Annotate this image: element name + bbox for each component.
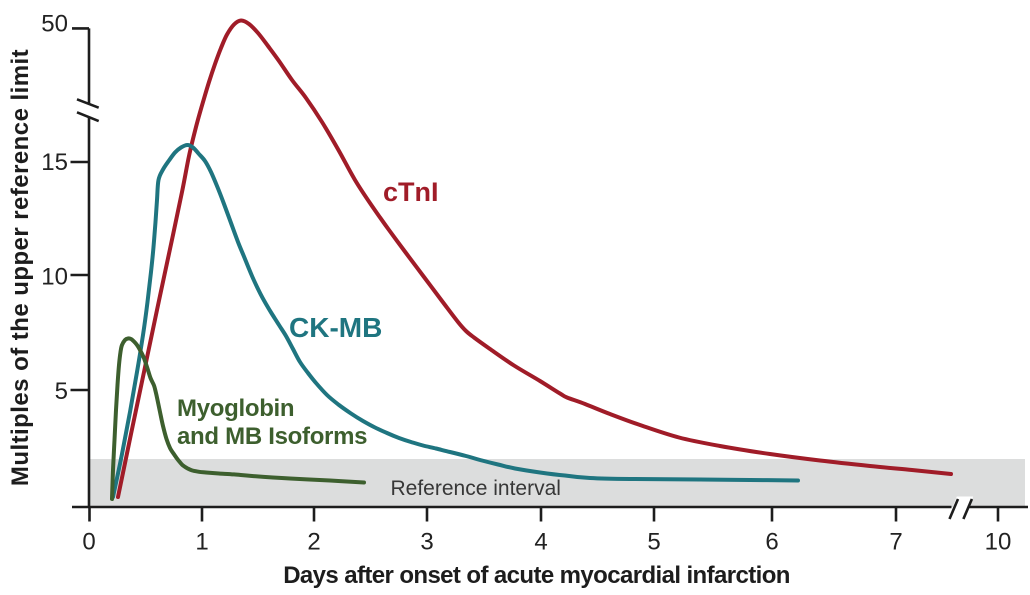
svg-text:Myoglobin: Myoglobin	[177, 395, 294, 422]
svg-text:5: 5	[55, 378, 68, 405]
svg-text:cTnI: cTnI	[383, 177, 439, 207]
svg-text:and MB Isoforms: and MB Isoforms	[177, 423, 367, 450]
svg-text:Days after onset of acute myoc: Days after onset of acute myocardial inf…	[283, 562, 790, 589]
svg-text:Multiples of the upper referen: Multiples of the upper reference limit	[7, 49, 34, 486]
svg-text:10: 10	[985, 529, 1012, 556]
svg-text:4: 4	[534, 529, 547, 556]
svg-text:5: 5	[647, 529, 660, 556]
svg-text:15: 15	[41, 149, 68, 176]
svg-text:6: 6	[765, 529, 778, 556]
svg-text:10: 10	[41, 264, 68, 291]
svg-text:7: 7	[889, 529, 902, 556]
svg-text:1: 1	[195, 529, 208, 556]
svg-text:3: 3	[420, 529, 433, 556]
svg-text:0: 0	[82, 529, 95, 556]
svg-text:CK-MB: CK-MB	[289, 312, 382, 343]
svg-text:2: 2	[307, 529, 320, 556]
svg-text:50: 50	[41, 11, 68, 38]
svg-text:Reference interval: Reference interval	[391, 477, 561, 500]
